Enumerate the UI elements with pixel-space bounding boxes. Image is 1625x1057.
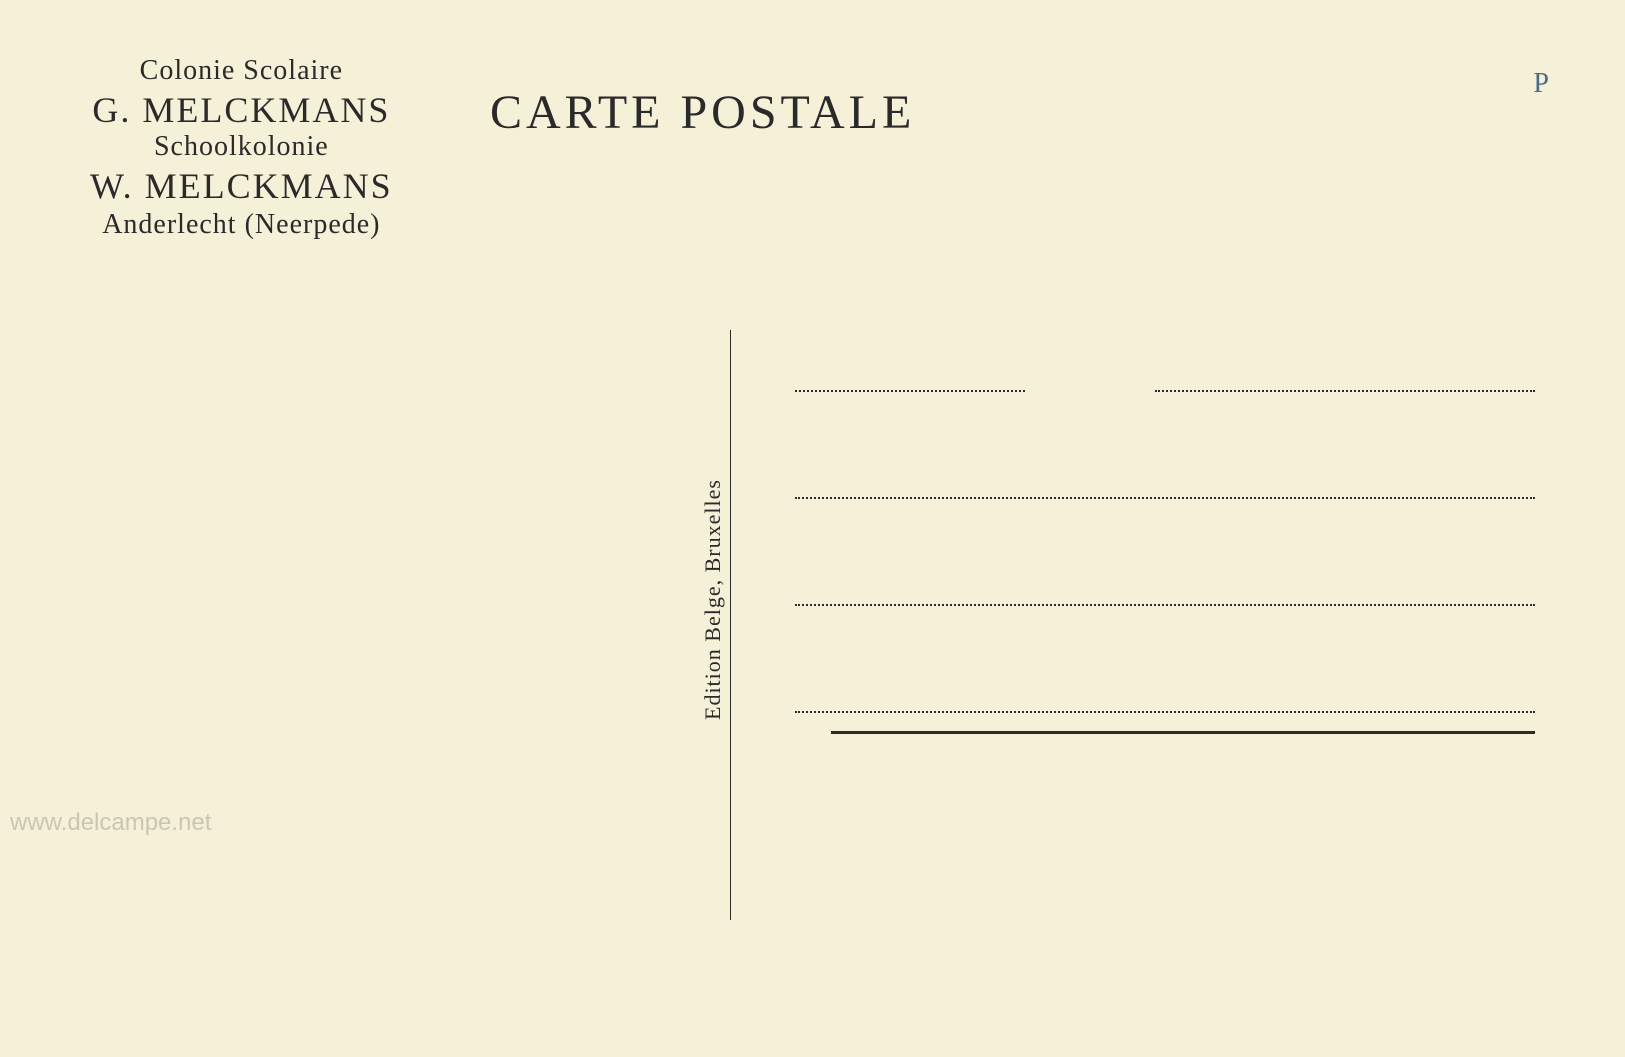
header-line-2: G. MELCKMANS <box>90 89 393 131</box>
address-line-1-seg1 <box>795 390 1025 392</box>
address-line-3 <box>795 604 1535 606</box>
publisher-credit: Edition Belge, Bruxelles <box>700 479 726 720</box>
address-area <box>795 390 1535 734</box>
postcard-back: Colonie Scolaire G. MELCKMANS Schoolkolo… <box>0 0 1625 1057</box>
address-underline <box>831 731 1535 734</box>
sender-header-block: Colonie Scolaire G. MELCKMANS Schoolkolo… <box>90 55 393 241</box>
header-line-3: Schoolkolonie <box>90 131 393 163</box>
header-line-5: Anderlecht (Neerpede) <box>90 209 393 241</box>
address-line-4 <box>795 711 1535 713</box>
watermark-text: www.delcampe.net <box>10 809 211 837</box>
address-line-1 <box>795 390 1535 392</box>
vertical-divider <box>730 330 731 920</box>
header-line-4: W. MELCKMANS <box>90 165 393 207</box>
postcard-title: CARTE POSTALE <box>490 85 915 140</box>
address-line-1-seg2 <box>1155 390 1535 392</box>
header-line-1: Colonie Scolaire <box>90 55 393 87</box>
address-line-2 <box>795 497 1535 499</box>
corner-mark: P <box>1533 68 1550 100</box>
